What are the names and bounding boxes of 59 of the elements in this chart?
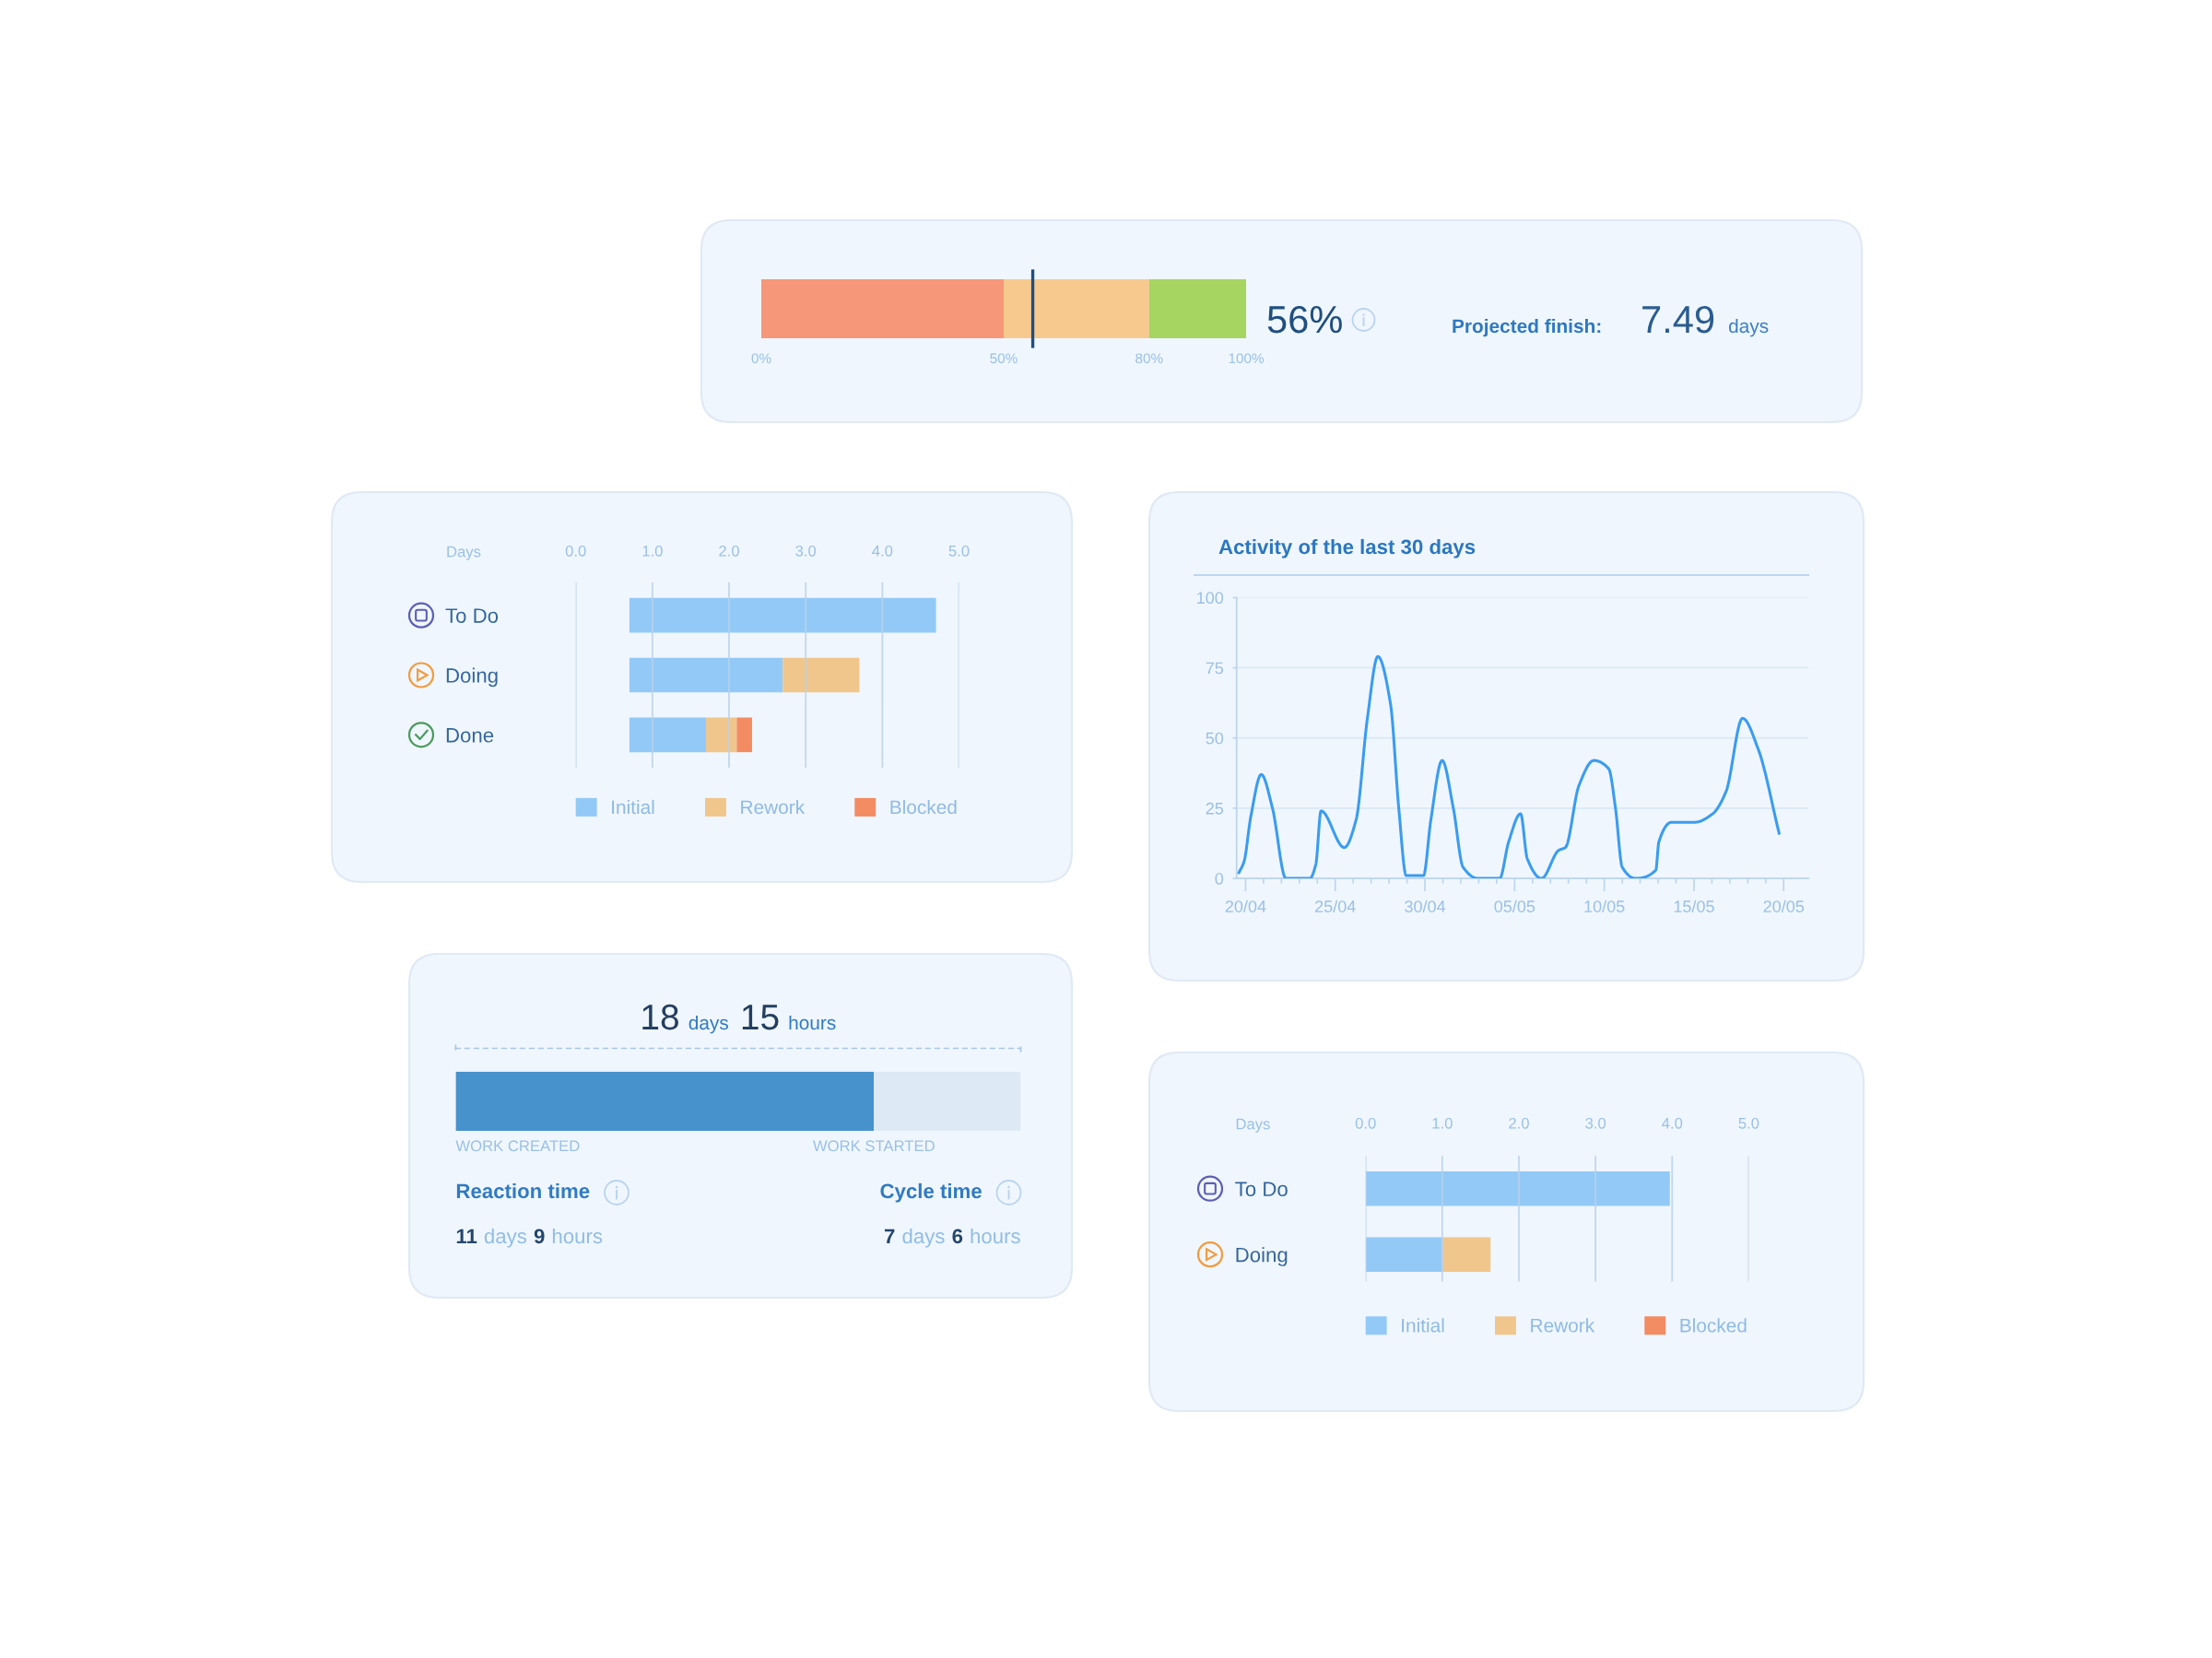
x-tick-label: 20/04	[1225, 900, 1266, 912]
x-tick-label: 5.0	[948, 545, 970, 557]
bar	[1004, 279, 1149, 338]
x-tick-label: 05/05	[1494, 900, 1535, 912]
y-tick-label: 50	[1206, 732, 1224, 745]
x-tick-label: 1.0	[1432, 1117, 1453, 1129]
x-tick-label: 20/05	[1763, 900, 1805, 912]
x-tick-label: 80%	[1135, 353, 1163, 364]
x-tick-label: 10/05	[1584, 900, 1625, 912]
x-tick-label: 0.0	[565, 545, 586, 557]
y-tick-label: Doing	[446, 667, 498, 688]
bar	[1365, 1170, 1670, 1206]
x-tick-label: 2.0	[1509, 1117, 1529, 1129]
x-tick-label: 25/04	[1315, 900, 1356, 912]
text: WORK CREATED	[455, 1140, 580, 1152]
x-tick-label: 100%	[1229, 353, 1264, 364]
legend-label: Initial	[612, 799, 654, 815]
x-tick-label: 4.0	[1662, 1117, 1683, 1129]
legend-label: Rework	[1531, 1318, 1595, 1333]
x-tick-label: 3.0	[1585, 1117, 1606, 1129]
text: days	[1729, 318, 1769, 337]
legend-label: Initial	[1402, 1318, 1444, 1333]
x-tick-label: 1.0	[642, 545, 663, 557]
y-tick-label: To Do	[445, 608, 499, 623]
y-tick-label: 25	[1206, 802, 1224, 815]
x-tick-label: 15/05	[1674, 900, 1714, 912]
text: 11 days 9 hours	[456, 1228, 603, 1248]
y-tick-label: Done	[446, 728, 494, 743]
bar	[1365, 1237, 1442, 1272]
text: Cycle time	[880, 1182, 982, 1203]
x-tick-label: 0%	[751, 353, 771, 364]
x-tick-label: 5.0	[1738, 1117, 1759, 1129]
chart-title: Activity of the last 30 days	[1218, 538, 1476, 559]
x-tick-label: 30/04	[1405, 900, 1446, 912]
y-tick-label: Doing	[1236, 1247, 1288, 1266]
text: 7.49	[1642, 305, 1714, 334]
x-tick-label: 0.0	[1355, 1117, 1376, 1129]
x-tick-label: 4.0	[872, 545, 893, 557]
x-tick-label: 3.0	[795, 545, 817, 557]
legend-label: Blocked	[1680, 1318, 1747, 1333]
y-tick-label: 0	[1215, 873, 1224, 885]
text: Reaction time	[456, 1182, 590, 1199]
legend-label: Blocked	[890, 799, 957, 815]
bar	[761, 279, 1004, 338]
x-tick-label: 2.0	[719, 545, 739, 557]
text: WORK STARTED	[812, 1140, 935, 1152]
x-axis-title: Days	[1236, 1118, 1270, 1133]
text: 56%	[1267, 305, 1342, 334]
text: Projected finish:	[1453, 318, 1601, 337]
text: 7 days 6 hours	[884, 1228, 1020, 1248]
x-tick-label: 50%	[990, 353, 1018, 364]
x-axis-title: Days	[447, 546, 481, 560]
y-tick-label: 75	[1206, 662, 1224, 675]
bar	[1148, 279, 1246, 338]
chart-title: 18 days 15 hours	[642, 1004, 836, 1034]
legend-label: Rework	[741, 799, 806, 815]
bar	[1441, 1237, 1491, 1272]
y-tick-label: To Do	[1235, 1182, 1288, 1196]
y-tick-label: 100	[1197, 592, 1224, 605]
